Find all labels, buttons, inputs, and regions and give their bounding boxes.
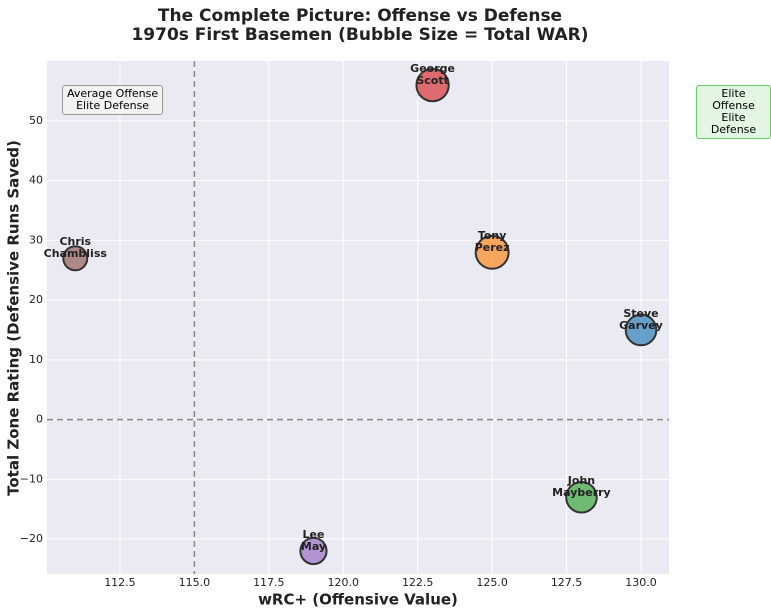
y-tick-label: −10 — [20, 472, 43, 485]
x-tick-label: 130.0 — [625, 576, 657, 589]
y-tick-label: −20 — [20, 532, 43, 545]
point-label: Chris Chambliss — [43, 235, 107, 261]
point-label: John Mayberry — [552, 474, 611, 500]
bubble — [565, 480, 598, 514]
chart-title: The Complete Picture: Offense vs Defense — [157, 6, 563, 26]
point-label: George Scott — [410, 62, 455, 88]
x-tick-label: 125.0 — [476, 576, 508, 589]
x-tick-label: 122.5 — [402, 576, 434, 589]
y-tick-label: 50 — [29, 114, 43, 127]
y-tick-label: 30 — [29, 233, 43, 246]
bubble — [62, 245, 89, 272]
y-tick-label: 10 — [29, 353, 43, 366]
bubble — [474, 234, 510, 270]
x-tick-label: 120.0 — [328, 576, 360, 589]
annotation: Average Offense Elite Defense — [62, 85, 164, 115]
annotation: Elite Offense Elite Defense — [696, 85, 771, 139]
x-axis-label: wRC+ (Offensive Value) — [258, 591, 458, 609]
x-tick-label: 117.5 — [253, 576, 285, 589]
x-tick-label: 112.5 — [104, 576, 136, 589]
point-label: Tony Perez — [474, 229, 510, 255]
y-tick-label: 0 — [36, 413, 43, 426]
point-label: Steve Garvey — [619, 306, 663, 332]
plot-area — [47, 61, 669, 574]
y-axis-label: Total Zone Rating (Defensive Runs Saved) — [5, 140, 23, 496]
bubble — [299, 536, 328, 566]
chart-subtitle: 1970s First Basemen (Bubble Size = Total… — [131, 25, 589, 45]
point-label: Lee May — [300, 528, 327, 553]
x-tick-label: 127.5 — [551, 576, 583, 589]
y-tick-label: 40 — [29, 174, 43, 187]
y-tick-label: 20 — [29, 293, 43, 306]
bubble — [624, 313, 658, 347]
bubble — [415, 67, 450, 103]
x-tick-label: 115.0 — [179, 576, 211, 589]
